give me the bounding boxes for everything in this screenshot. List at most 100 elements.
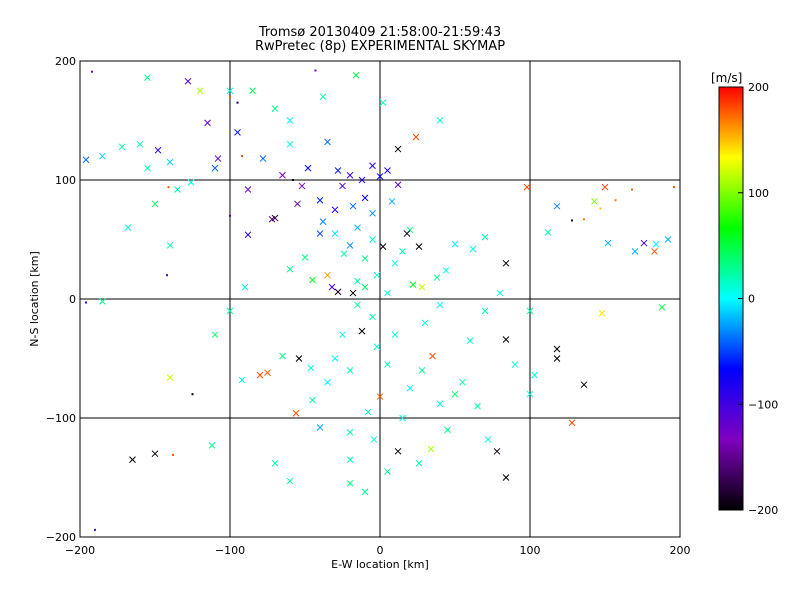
data-point-x (580, 381, 588, 389)
y-axis-label: N-S location [km] (28, 251, 41, 347)
data-point-x (631, 248, 639, 255)
data-point-x (523, 183, 531, 191)
data-point-x (346, 456, 354, 464)
data-point-x (244, 231, 252, 239)
data-point-x (553, 345, 561, 353)
data-point-x (298, 182, 306, 190)
y-tick-label: 200 (55, 55, 76, 68)
chart-title: Tromsø 20130409 21:58:00-21:59:43 (258, 25, 502, 40)
data-point-x (391, 331, 399, 339)
data-point-x (354, 277, 361, 285)
colorbar-tick-label: −200 (748, 504, 778, 517)
data-point-x (433, 274, 441, 281)
data-point-x (82, 156, 90, 164)
x-tick-label: 200 (670, 544, 691, 557)
data-point-x (324, 138, 331, 146)
data-point-x (346, 242, 354, 249)
data-point-dot (172, 453, 174, 456)
data-point-x (369, 162, 376, 170)
data-point-dot (599, 207, 602, 210)
data-point-x (286, 140, 294, 148)
data-point-x (403, 230, 411, 237)
data-point-x (526, 307, 534, 315)
data-point-x (334, 167, 342, 174)
data-point-x (469, 245, 477, 253)
data-point-x (601, 183, 609, 191)
data-point-x (481, 233, 489, 241)
data-point-x (196, 87, 204, 95)
data-point-x (324, 271, 331, 279)
data-point-x (384, 167, 391, 174)
data-point-x (331, 206, 339, 214)
data-point-x (412, 133, 420, 141)
data-point-x (664, 236, 672, 243)
data-point-x (511, 361, 519, 368)
data-point-x (166, 374, 174, 381)
data-point-dot (191, 393, 194, 396)
data-point-x (187, 179, 195, 186)
data-point-x (241, 283, 249, 291)
data-point-x (379, 243, 387, 250)
colorbar-tick-label: 200 (748, 81, 769, 94)
data-point-x (271, 214, 279, 222)
data-point-x (553, 202, 561, 210)
data-point-x (651, 248, 658, 255)
data-points (82, 69, 675, 531)
x-axis-label: E-W location [km] (331, 558, 429, 571)
x-tick-label: 100 (520, 544, 541, 557)
chart-subtitle: RwPretec (8p) EXPERIMENTAL SKYMAP (254, 39, 506, 54)
data-point-x (264, 369, 271, 377)
data-point-x (369, 209, 376, 217)
data-point-x (226, 307, 234, 315)
data-point-x (427, 445, 435, 453)
data-point-x (391, 259, 399, 267)
data-point-x (394, 145, 402, 153)
data-point-dot (583, 218, 585, 221)
data-point-x (214, 155, 222, 162)
data-point-x (151, 200, 159, 208)
data-point-x (568, 419, 576, 427)
data-point-x (129, 456, 136, 464)
data-point-x (271, 105, 279, 112)
data-point-x (234, 129, 241, 136)
data-point-x (174, 186, 181, 193)
data-point-x (640, 239, 648, 247)
y-tick-label: 0 (69, 293, 76, 306)
data-point-x (319, 218, 327, 226)
data-point-x (361, 488, 369, 496)
data-point-x (361, 194, 369, 202)
data-point-x (436, 117, 444, 124)
data-point-x (459, 378, 466, 386)
data-point-x (384, 468, 391, 475)
data-point-x (604, 239, 612, 247)
data-point-x (502, 336, 510, 343)
data-point-x (349, 202, 357, 210)
data-point-x (658, 303, 666, 311)
data-point-x (502, 474, 510, 481)
data-point-x (451, 240, 459, 248)
data-point-x (598, 309, 606, 317)
data-point-x (421, 319, 429, 327)
data-point-x (484, 436, 492, 443)
data-point-x (370, 436, 378, 443)
data-point-x (204, 119, 211, 127)
y-tick-label: 100 (55, 174, 76, 187)
data-point-x (259, 155, 267, 162)
data-point-x (384, 361, 391, 368)
data-point-x (136, 140, 144, 148)
data-point-x (399, 414, 406, 422)
data-point-dot (94, 528, 96, 531)
data-point-x (346, 428, 354, 436)
gridlines (80, 61, 680, 537)
data-point-x (238, 376, 246, 384)
data-point-x (144, 164, 151, 172)
data-point-x (474, 402, 481, 410)
x-tick-label: 0 (377, 544, 384, 557)
data-point-dot (631, 188, 633, 191)
colorbar-tick-label: 100 (748, 187, 769, 200)
data-point-x (531, 371, 538, 379)
data-point-x (271, 459, 279, 467)
data-point-x (340, 250, 348, 258)
data-point-x (376, 393, 384, 400)
data-point-x (376, 173, 384, 180)
